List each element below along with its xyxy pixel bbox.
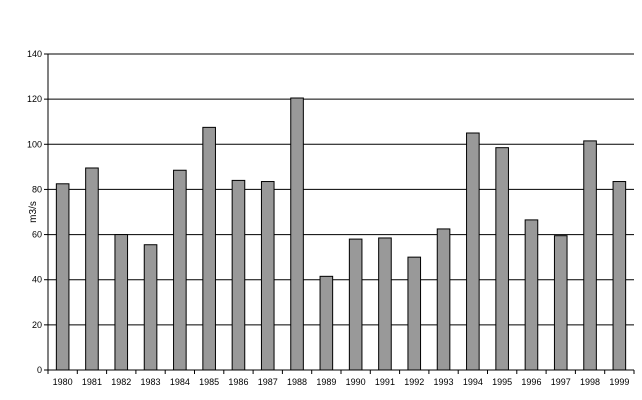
bar-1981 — [85, 167, 99, 371]
y-axis-label: m3/s — [28, 201, 39, 223]
x-tick-label-1998: 1998 — [580, 377, 600, 387]
bar-1987 — [260, 181, 275, 371]
x-tick-label-1984: 1984 — [170, 377, 190, 387]
x-tick-label-1981: 1981 — [82, 377, 102, 387]
bar-1995 — [495, 147, 509, 371]
y-tick-label: 0 — [37, 365, 42, 375]
bar-1990 — [348, 238, 363, 371]
bar-1992 — [407, 256, 422, 371]
bars — [55, 97, 627, 371]
x-tick-label-1992: 1992 — [404, 377, 424, 387]
x-axis-ticks: 1980 1981 1982 1983 1984 1985 1986 1987 1988 1989… — [47, 370, 635, 387]
x-tick-label-1988: 1988 — [287, 377, 307, 387]
bar-1986 — [231, 179, 246, 371]
x-tick-label-1991: 1991 — [375, 377, 395, 387]
y-tick-label: 60 — [32, 230, 42, 240]
bar-1988 — [290, 97, 304, 371]
bar-1991 — [378, 237, 392, 371]
x-tick-label-1993: 1993 — [434, 377, 454, 387]
bar-1993 — [436, 228, 451, 371]
y-tick-label: 40 — [32, 275, 42, 285]
x-tick-label-1999: 1999 — [609, 377, 629, 387]
bar-1982 — [114, 234, 129, 371]
x-tick-label-1983: 1983 — [141, 377, 161, 387]
bar-1998 — [583, 140, 597, 371]
y-tick-label: 100 — [27, 139, 42, 149]
y-tick-label: 80 — [32, 184, 42, 194]
x-tick-label-1990: 1990 — [346, 377, 366, 387]
x-tick-label-1986: 1986 — [228, 377, 248, 387]
plot-area — [48, 54, 634, 370]
bar-1997 — [553, 235, 568, 371]
y-tick-label: 120 — [27, 94, 42, 104]
bar-1984 — [173, 169, 187, 371]
y-tick-label: 20 — [32, 320, 42, 330]
y-axis-ticks: 0 20 40 60 80 100 120 140 — [27, 49, 48, 375]
bar-1985 — [202, 126, 216, 371]
bar-1980 — [55, 183, 70, 371]
bar-1994 — [466, 132, 480, 371]
x-tick-label-1982: 1982 — [111, 377, 131, 387]
bar-1983 — [143, 244, 158, 371]
y-tick-label: 140 — [27, 49, 42, 59]
x-tick-label-1996: 1996 — [521, 377, 541, 387]
x-tick-label-1985: 1985 — [199, 377, 219, 387]
x-tick-label-1987: 1987 — [258, 377, 278, 387]
x-tick-label-1997: 1997 — [551, 377, 571, 387]
bar-1996 — [524, 219, 539, 371]
x-tick-label-1989: 1989 — [316, 377, 336, 387]
x-tick-label-1980: 1980 — [53, 377, 73, 387]
x-tick-label-1994: 1994 — [463, 377, 483, 387]
bar-1999 — [612, 181, 627, 371]
x-tick-label-1995: 1995 — [492, 377, 512, 387]
bar-1989 — [319, 275, 334, 371]
